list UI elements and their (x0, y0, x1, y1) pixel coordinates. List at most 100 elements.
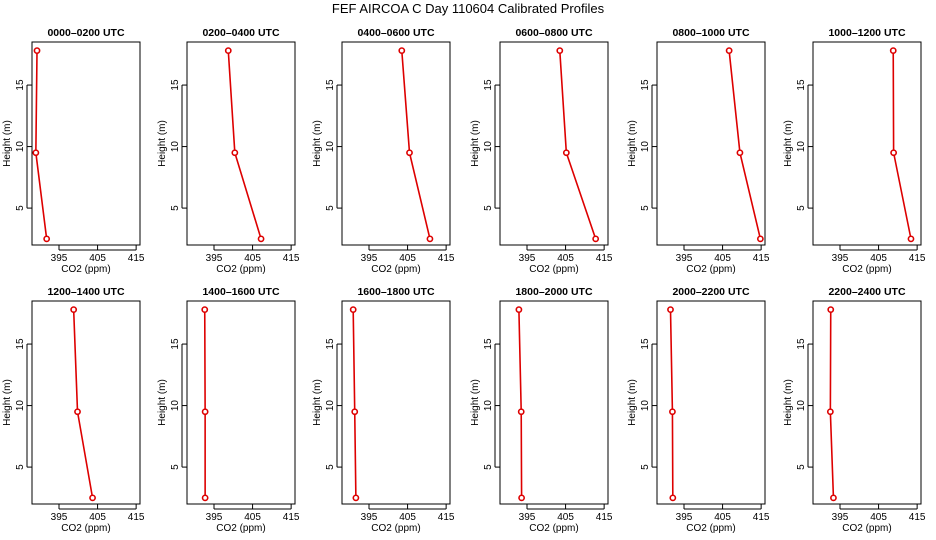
data-point (201, 494, 209, 502)
y-axis-label: Height (m) (470, 120, 481, 167)
profile-line (892, 50, 912, 240)
x-tick-label: 415 (128, 253, 145, 264)
x-tick-label: 405 (714, 512, 731, 523)
x-tick-label: 405 (399, 253, 416, 264)
x-axis-label: CO2 (ppm) (216, 523, 265, 534)
y-tick-label: 10 (325, 141, 336, 153)
data-point (43, 235, 51, 243)
panel-4: 0600–0800 UTC 395 405 415 5 10 15 CO2 (ppm) Heig… (470, 27, 613, 275)
y-tick-label: 15 (640, 79, 651, 91)
y-axis-label: Height (m) (627, 120, 638, 167)
data-point (756, 235, 764, 243)
panel-title: 2200–2400 UTC (828, 286, 905, 298)
y-tick-label: 15 (325, 79, 336, 91)
y-axis-label: Height (m) (2, 120, 13, 167)
profile-line (72, 309, 94, 498)
panel-title: 0200–0400 UTC (202, 27, 279, 39)
x-tick-label: 415 (753, 512, 770, 523)
data-point (889, 47, 897, 55)
profile-line (400, 50, 431, 240)
data-point (830, 494, 837, 502)
data-point (33, 47, 41, 55)
x-tick-label: 395 (519, 253, 536, 264)
y-tick-label: 15 (796, 79, 807, 91)
panel-6: 1000–1200 UTC 395 405 415 5 10 15 CO2 (ppm) Heig… (783, 27, 926, 275)
panel-1: 0000–0200 UTC 395 405 415 5 10 15 CO2 (ppm) Heig… (2, 27, 145, 275)
profile-line (829, 309, 835, 498)
x-tick-label: 395 (361, 512, 378, 523)
y-tick-label: 10 (796, 400, 807, 412)
plot-frame (341, 300, 451, 505)
panel-11: 2000–2200 UTC 395 405 415 5 10 15 CO2 (ppm) Heig… (627, 286, 770, 534)
y-axis-label: Height (m) (312, 379, 323, 426)
x-axis-label: CO2 (ppm) (371, 264, 420, 275)
data-point (669, 408, 676, 416)
y-tick-label: 15 (483, 338, 494, 350)
y-axis-label: Height (m) (783, 379, 794, 426)
data-point (426, 235, 434, 243)
plot-frame (499, 41, 609, 246)
x-tick-label: 405 (244, 253, 261, 264)
x-tick-label: 395 (676, 512, 693, 523)
y-tick-label: 5 (483, 464, 494, 470)
x-axis-label: CO2 (ppm) (529, 264, 578, 275)
x-tick-label: 405 (89, 253, 106, 264)
y-axis-label: Height (m) (470, 379, 481, 426)
y-tick-label: 10 (483, 400, 494, 412)
y-tick-label: 15 (325, 338, 336, 350)
y-axis-label: Height (m) (312, 120, 323, 167)
panel-title: 1000–1200 UTC (828, 27, 905, 39)
plot-frame (812, 41, 922, 246)
x-tick-label: 395 (519, 512, 536, 523)
data-point (907, 235, 915, 243)
panel-title: 1200–1400 UTC (47, 286, 124, 298)
x-axis-label: CO2 (ppm) (216, 264, 265, 275)
y-axis-label: Height (m) (157, 120, 168, 167)
x-tick-label: 405 (244, 512, 261, 523)
y-tick-label: 10 (170, 141, 181, 153)
data-point (736, 149, 744, 157)
plot-frame (341, 41, 451, 246)
y-tick-label: 5 (325, 464, 336, 470)
x-tick-label: 405 (870, 512, 887, 523)
y-tick-label: 15 (170, 79, 181, 91)
panel-12: 2200–2400 UTC 395 405 415 5 10 15 CO2 (ppm) Heig… (783, 286, 926, 534)
x-tick-label: 415 (909, 253, 926, 264)
profile-line (558, 50, 597, 240)
data-point (352, 494, 360, 502)
x-tick-label: 415 (596, 253, 613, 264)
y-tick-label: 10 (796, 141, 807, 153)
x-tick-label: 415 (753, 253, 770, 264)
data-point (74, 408, 81, 416)
y-tick-label: 15 (796, 338, 807, 350)
x-tick-label: 415 (128, 512, 145, 523)
plot-frame (31, 300, 141, 505)
panel-title: 2000–2200 UTC (672, 286, 749, 298)
y-tick-label: 15 (640, 338, 651, 350)
profile-line (518, 309, 523, 498)
data-point (826, 408, 834, 416)
y-tick-label: 15 (15, 338, 26, 350)
data-point (224, 47, 232, 55)
y-tick-label: 5 (15, 464, 26, 470)
x-tick-label: 395 (832, 253, 849, 264)
data-point (231, 149, 239, 157)
x-tick-label: 395 (361, 253, 378, 264)
panel-7: 1200–1400 UTC 395 405 415 5 10 15 CO2 (ppm) Heig… (2, 286, 145, 534)
y-tick-label: 5 (796, 205, 807, 211)
x-tick-label: 395 (51, 253, 68, 264)
x-tick-label: 395 (832, 512, 849, 523)
panel-9: 1600–1800 UTC 395 405 415 5 10 15 CO2 (ppm) Heig… (312, 286, 455, 534)
x-axis-label: CO2 (ppm) (61, 264, 110, 275)
panel-title: 1800–2000 UTC (515, 286, 592, 298)
y-tick-label: 10 (170, 400, 181, 412)
y-tick-label: 15 (483, 79, 494, 91)
data-point (592, 235, 600, 243)
x-axis-label: CO2 (ppm) (842, 264, 891, 275)
x-tick-label: 405 (557, 512, 574, 523)
y-tick-label: 10 (640, 141, 651, 153)
y-tick-label: 10 (483, 141, 494, 153)
panel-8: 1400–1600 UTC 395 405 415 5 10 15 CO2 (ppm) Heig… (157, 286, 300, 534)
data-point (667, 306, 674, 314)
